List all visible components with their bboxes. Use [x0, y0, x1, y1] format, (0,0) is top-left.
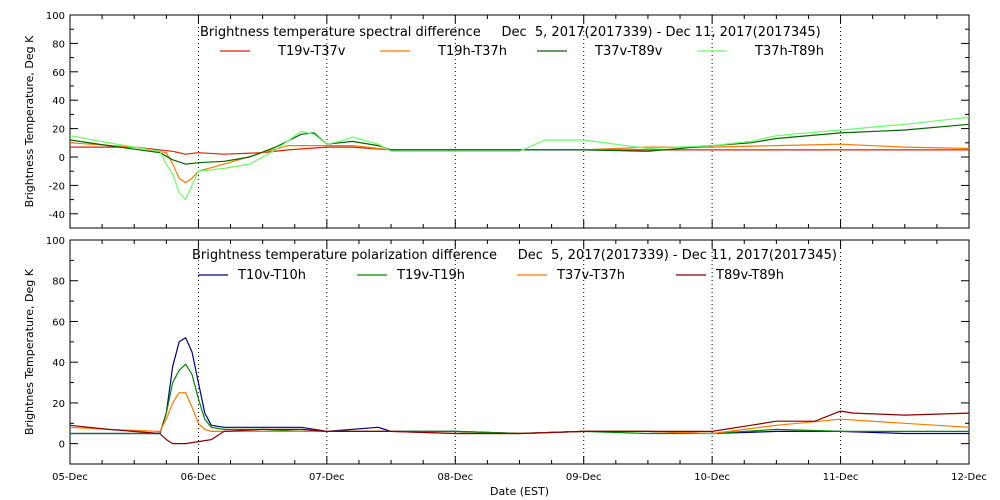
series-line-t37h-t89h — [69, 116, 970, 201]
y-tick-label: 0 — [59, 440, 65, 451]
x-tick-label: 10-Dec — [694, 472, 730, 483]
series-line-t19v-t19h — [70, 363, 969, 435]
series-line-t19v-t37v — [70, 146, 969, 155]
y-tick-label: 0 — [59, 153, 65, 164]
x-tick-label: 07-Dec — [309, 472, 345, 483]
x-axis-ticks — [69, 15, 970, 228]
y-tick-label: 20 — [52, 125, 65, 136]
y-tick-label: 40 — [52, 96, 65, 107]
x-tick-label: 12-Dec — [951, 472, 987, 483]
legend-label: T19h-T37h — [437, 44, 507, 59]
x-tick-label: 05-Dec — [52, 472, 88, 483]
y-tick-label: -20 — [49, 181, 65, 192]
series-line-t37v-t89v — [69, 123, 970, 165]
series-line-t89v-t89h — [69, 410, 970, 445]
series-line-t19h-t37h — [69, 142, 970, 184]
x-tick-label: 08-Dec — [437, 472, 473, 483]
legend-label: T10v-T10h — [237, 268, 306, 283]
y-tick-label: 80 — [52, 39, 65, 50]
legend-label: T37v-T37h — [556, 268, 625, 283]
y-axis-ticks: 0 20 40 60 80 100 — [46, 236, 969, 465]
legend-label: T89v-T89h — [715, 268, 784, 283]
y-tick-label: -40 — [49, 210, 65, 221]
plot-frame — [69, 14, 970, 229]
x-tick-label: 11-Dec — [823, 472, 859, 483]
series-line-t37v-t37h — [69, 392, 970, 435]
polarization-difference-panel: 0 20 40 60 80 100 05-Dec 06-Dec 07-Dec 08-Dec 09-… — [23, 236, 987, 498]
legend-label: T19v-T37v — [277, 44, 346, 59]
series-lines — [69, 337, 970, 445]
grid-lines — [197, 240, 842, 464]
series-lines — [69, 116, 970, 201]
y-tick-label: 80 — [52, 277, 65, 288]
legend-label: T37h-T89h — [754, 44, 824, 59]
x-tick-label: 06-Dec — [181, 472, 217, 483]
legend: T19v-T37v T19h-T37h T37v-T89v T37h-T89h — [220, 44, 824, 59]
x-axis-ticks: 05-Dec 06-Dec 07-Dec 08-Dec 09-Dec 10-Dec 11-D… — [52, 240, 987, 483]
y-tick-label: 100 — [46, 11, 65, 22]
plot-frame — [69, 239, 970, 465]
chart-title: Brightness temperature spectral differen… — [200, 25, 821, 40]
y-tick-label: 40 — [52, 358, 65, 369]
chart-title: Brightness temperature polarization diff… — [192, 248, 837, 263]
x-axis-label: Date (EST) — [490, 485, 549, 498]
y-axis-ticks: -40 -20 0 20 40 60 80 100 — [46, 11, 969, 229]
y-tick-label: 60 — [52, 68, 65, 79]
legend: T10v-T10h T19v-T19h T37v-T37h T89v-T89h — [198, 268, 784, 283]
y-axis-label: Brightness Temperature, Deg K — [23, 35, 36, 207]
y-tick-label: 20 — [52, 399, 65, 410]
y-tick-label: 60 — [52, 317, 65, 328]
y-tick-label: 100 — [46, 236, 65, 247]
legend-label: T19v-T19h — [396, 268, 465, 283]
legend-label: T37v-T89v — [594, 44, 663, 59]
y-axis-label: Brightnes Temperature, Deg K — [23, 268, 36, 435]
spectral-difference-panel: -40 -20 0 20 40 60 80 100 Brightness temperatur… — [23, 11, 970, 229]
x-tick-label: 09-Dec — [566, 472, 602, 483]
